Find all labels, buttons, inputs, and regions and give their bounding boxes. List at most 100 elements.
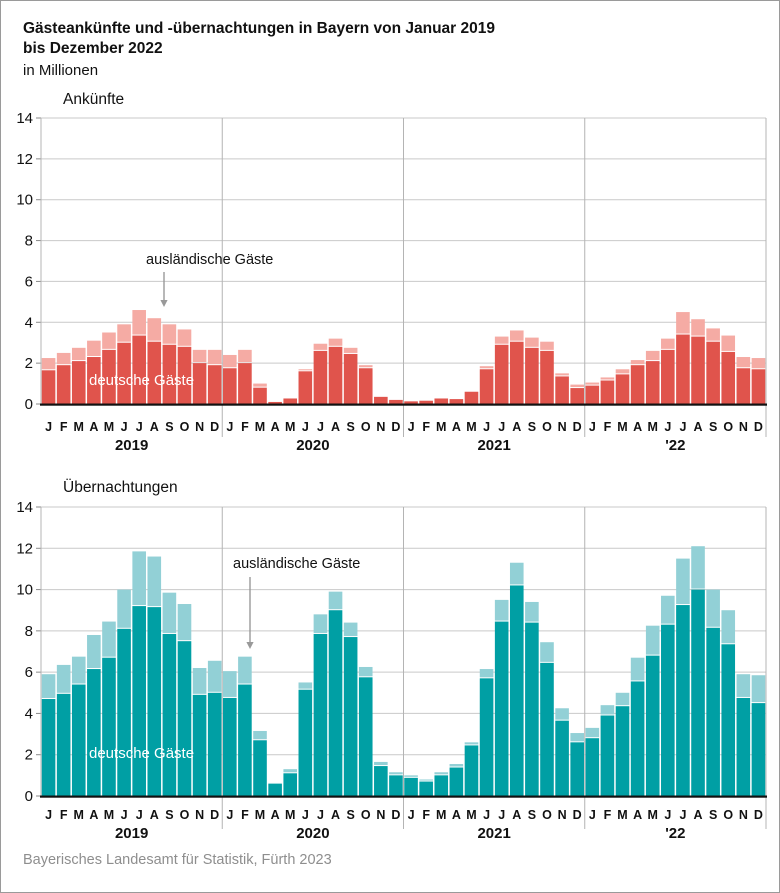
bar-segment-foreign [117, 589, 131, 628]
bar-segment-domestic [661, 349, 675, 404]
bar-segment-domestic [736, 697, 751, 796]
month-label: F [604, 420, 612, 434]
month-label: S [165, 420, 173, 434]
bar-segment-foreign [494, 599, 509, 621]
month-label: O [361, 420, 371, 434]
bar-segment-domestic [132, 606, 146, 796]
annotation-arrowhead [160, 300, 168, 307]
bar-segment-domestic [192, 363, 207, 404]
bar-segment-domestic [600, 380, 615, 404]
bar-segment-foreign [56, 352, 71, 365]
month-label: J [136, 420, 143, 434]
annotation-arrowhead [246, 642, 254, 649]
bar-segment-domestic [102, 657, 116, 796]
y-tick-label: 10 [16, 192, 33, 209]
bar-segment-foreign [238, 349, 252, 363]
month-label: M [74, 808, 84, 822]
month-label: A [694, 808, 703, 822]
month-label: J [679, 420, 686, 434]
month-label: A [633, 808, 642, 822]
bar-segment-domestic [102, 349, 116, 404]
unit-label: in Millionen [23, 62, 99, 79]
bar-segment-domestic [691, 336, 705, 404]
bar-segment-domestic [661, 624, 675, 796]
month-label: M [648, 808, 658, 822]
bar-segment-domestic [207, 692, 222, 796]
month-label: S [528, 808, 536, 822]
bar-segment-foreign [207, 660, 222, 692]
bar-segment-foreign [162, 324, 177, 344]
month-label: A [331, 420, 340, 434]
y-tick-label: 8 [25, 623, 33, 640]
month-label: J [226, 420, 233, 434]
bar-segment-foreign [238, 656, 252, 684]
bar-segment-foreign [570, 384, 584, 388]
month-label: M [104, 420, 114, 434]
bar-segment-domestic [540, 662, 554, 796]
bar-segment-domestic [162, 633, 177, 796]
arrivals-foreign-annotation: ausländische Gäste [146, 252, 274, 268]
year-label: '22 [665, 437, 685, 454]
month-label: O [180, 808, 190, 822]
bar-segment-domestic [147, 341, 162, 404]
year-label: 2020 [296, 825, 329, 842]
bar-segment-foreign [615, 692, 630, 706]
bar-segment-domestic [117, 342, 131, 404]
bar-segment-foreign [147, 556, 162, 607]
bar-segment-foreign [570, 733, 584, 742]
month-label: J [589, 808, 596, 822]
bar-segment-domestic [41, 370, 56, 404]
bar-segment-domestic [223, 697, 237, 796]
y-tick-label: 10 [16, 582, 33, 599]
bar-segment-domestic [328, 346, 343, 404]
bar-segment-foreign [585, 727, 600, 738]
bar-segment-domestic [615, 374, 630, 404]
bar-segment-domestic [751, 703, 766, 796]
month-label: A [331, 808, 340, 822]
month-label: J [664, 808, 671, 822]
title-line1: Gästeankünfte und -übernachtungen in Bay… [23, 20, 495, 37]
y-tick-label: 2 [25, 747, 33, 764]
y-tick-label: 14 [16, 110, 33, 127]
month-label: O [723, 420, 733, 434]
bar-segment-foreign [328, 591, 343, 610]
bar-segment-foreign [102, 332, 116, 349]
bar-segment-domestic [328, 610, 343, 796]
bar-segment-foreign [117, 324, 131, 342]
month-label: N [739, 808, 748, 822]
title-line2: bis Dezember 2022 [23, 39, 163, 57]
month-label: J [136, 808, 143, 822]
y-tick-label: 14 [16, 499, 33, 516]
month-label: M [255, 420, 265, 434]
bar-segment-domestic [343, 353, 358, 404]
bar-segment-foreign [132, 551, 146, 606]
month-label: A [512, 808, 521, 822]
bar-segment-domestic [117, 628, 131, 796]
bar-segment-domestic [389, 775, 403, 796]
month-label: J [483, 808, 490, 822]
bar-segment-foreign [630, 657, 645, 681]
bar-segment-foreign [147, 318, 162, 341]
bar-segment-foreign [177, 604, 192, 641]
bar-segment-domestic [71, 684, 86, 796]
month-label: M [285, 420, 295, 434]
bar-segment-foreign [600, 377, 615, 380]
bar-segment-domestic [268, 783, 282, 796]
month-label: J [589, 420, 596, 434]
bar-segment-foreign [253, 383, 267, 387]
bar-segment-foreign [298, 682, 313, 689]
nights-chart-title: Übernachtungen [63, 479, 178, 496]
bar-segment-domestic [374, 396, 388, 404]
bar-segment-domestic [207, 365, 222, 404]
y-tick-label: 12 [16, 540, 33, 557]
bar-segment-domestic [56, 693, 71, 796]
month-label: A [452, 808, 461, 822]
bar-segment-foreign [585, 382, 600, 385]
year-label: '22 [665, 825, 685, 842]
bar-segment-foreign [449, 764, 464, 767]
month-label: N [558, 808, 567, 822]
bar-segment-domestic [132, 335, 146, 404]
bar-segment-domestic [449, 399, 464, 404]
month-label: A [271, 420, 280, 434]
